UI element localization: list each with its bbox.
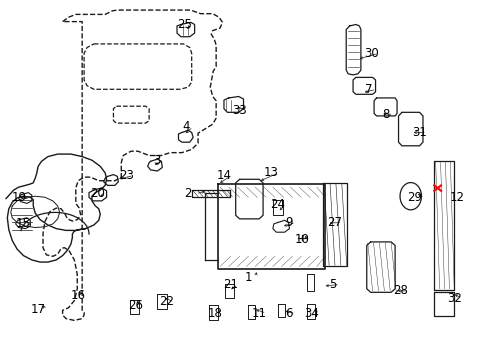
Text: 32: 32 <box>447 292 461 305</box>
Text: 17: 17 <box>31 303 45 316</box>
Text: 10: 10 <box>294 233 309 246</box>
Text: 15: 15 <box>16 217 31 230</box>
Text: 28: 28 <box>393 284 407 297</box>
Text: 29: 29 <box>407 191 421 204</box>
Text: 12: 12 <box>449 191 464 204</box>
Text: 16: 16 <box>71 289 85 302</box>
Text: 19: 19 <box>12 191 27 204</box>
Text: 31: 31 <box>411 126 426 139</box>
Text: 4: 4 <box>182 120 189 133</box>
Text: 5: 5 <box>328 278 336 291</box>
Text: 22: 22 <box>159 295 173 308</box>
Text: 23: 23 <box>119 169 133 182</box>
Text: 25: 25 <box>177 18 192 31</box>
Text: 30: 30 <box>364 47 378 60</box>
Text: 1: 1 <box>244 271 252 284</box>
Text: 11: 11 <box>251 307 266 320</box>
Text: 21: 21 <box>223 278 238 291</box>
Text: 34: 34 <box>304 307 319 320</box>
Text: 8: 8 <box>382 108 389 121</box>
Text: 18: 18 <box>207 307 222 320</box>
Text: 20: 20 <box>90 187 105 200</box>
Text: 6: 6 <box>284 307 292 320</box>
Text: 14: 14 <box>216 169 231 182</box>
Text: 13: 13 <box>264 166 278 179</box>
Text: 2: 2 <box>184 187 192 200</box>
Text: 24: 24 <box>270 198 285 211</box>
Text: 27: 27 <box>327 216 342 229</box>
Text: 7: 7 <box>365 83 372 96</box>
Text: 3: 3 <box>152 154 160 167</box>
Text: 33: 33 <box>232 104 246 117</box>
Text: 9: 9 <box>284 216 292 229</box>
Text: 26: 26 <box>128 299 143 312</box>
